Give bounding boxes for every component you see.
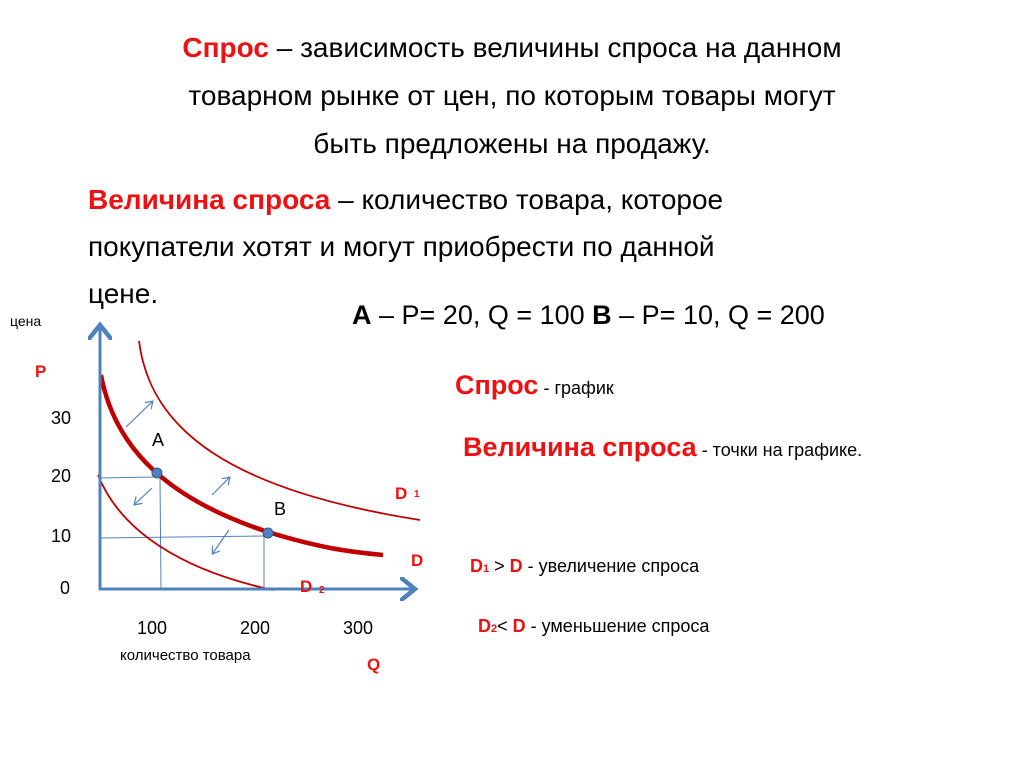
point-a-label: A	[152, 430, 164, 450]
x-tick-label: 200	[240, 618, 270, 638]
point-b-text: – P= 10, Q = 200	[611, 300, 825, 330]
definition-text: – зависимость величины спроса на данном	[268, 32, 842, 63]
point-b-label: B	[592, 300, 612, 330]
note-desc: - точки на графике.	[696, 440, 863, 460]
y-axis-title: цена	[10, 313, 41, 329]
curve-d2-label: D	[300, 577, 312, 596]
demand-term: Спрос	[182, 32, 269, 63]
x-tick-label: 300	[343, 618, 373, 638]
definition-text: быть предложены на продажу.	[313, 128, 711, 159]
guide-lines	[99, 476, 269, 590]
y-axis-symbol: P	[35, 362, 46, 381]
operator: <	[497, 616, 513, 636]
note-term: Величина спроса	[463, 432, 697, 462]
d2-subscript: 2	[491, 623, 498, 635]
curve-d-label: D	[411, 551, 423, 570]
points-summary: A – P= 20, Q = 100 B – P= 10, Q = 200	[352, 300, 825, 331]
d2-symbol: D	[478, 616, 491, 636]
quantity-definition: Величина спроса – количество товара, кот…	[88, 176, 723, 317]
point-a-label: A	[352, 300, 372, 330]
point-b-label: B	[274, 499, 286, 519]
point-b-marker	[262, 527, 274, 539]
curve-d1	[138, 340, 421, 521]
d-symbol: D	[509, 556, 523, 576]
guide-line-b-horizontal	[99, 535, 269, 539]
d-symbol: D	[512, 616, 526, 636]
definition-text: товарном рынке от цен, по которым товары…	[188, 80, 836, 111]
note-quantity: Величина спроса - точки на графике.	[463, 432, 862, 463]
shift-arrow-icon	[213, 529, 230, 553]
curve-d	[98, 374, 384, 558]
demand-definition: Спрос – зависимость величины спроса на д…	[0, 24, 1024, 168]
note-demand: Спрос - график	[455, 370, 614, 401]
d1-symbol: D	[470, 556, 483, 576]
quantity-term: Величина спроса	[88, 184, 331, 215]
y-tick-label: 30	[51, 408, 71, 428]
point-a-text: – P= 20, Q = 100	[371, 300, 593, 330]
curve-d2	[97, 474, 274, 591]
curve-d1-subscript: 1	[414, 489, 420, 500]
guide-line-a-horizontal	[99, 476, 158, 479]
y-tick-label: 10	[51, 526, 71, 546]
x-axis-symbol: Q	[367, 655, 380, 674]
curve-d2-subscript: 2	[319, 585, 325, 596]
y-tick-label: 0	[60, 578, 70, 598]
shift-arrow-icon	[135, 487, 153, 504]
curve-d1-label: D	[395, 484, 407, 503]
definition-text: покупатели хотят и могут приобрести по д…	[88, 231, 715, 262]
y-tick-label: 20	[51, 466, 71, 486]
point-a-marker	[151, 467, 163, 479]
x-axis-title: количество товара	[120, 647, 251, 664]
x-tick-label: 100	[137, 618, 167, 638]
operator: >	[489, 556, 510, 576]
definition-text: цене.	[88, 278, 159, 309]
guide-line-a-vertical	[159, 477, 162, 590]
note-desc: - график	[538, 378, 614, 398]
shift-arrow-icon	[125, 402, 152, 428]
note-decrease: D2< D - уменьшение спроса	[478, 616, 709, 637]
note-increase: D1 > D - увеличение спроса	[470, 556, 699, 577]
note-term: Спрос	[455, 370, 539, 400]
note-desc: - уменьшение спроса	[525, 616, 710, 636]
d1-subscript: 1	[483, 563, 490, 575]
definition-text: – количество товара, которое	[330, 184, 724, 215]
shift-arrow-icon	[211, 478, 229, 496]
note-desc: - увеличение спроса	[522, 556, 700, 576]
